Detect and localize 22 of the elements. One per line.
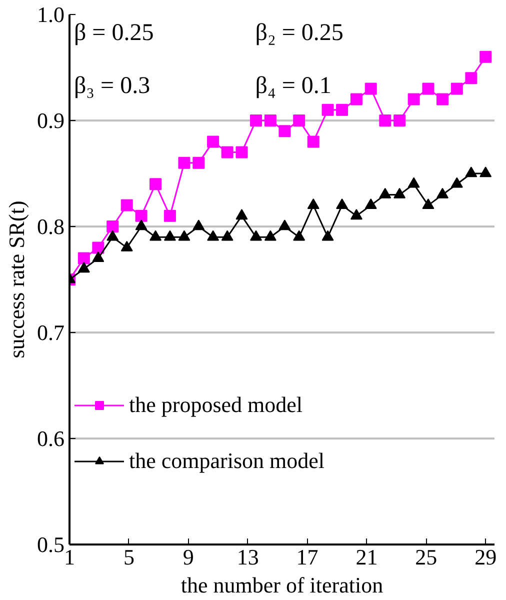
x-axis-title: the number of iteration xyxy=(180,572,384,598)
y-tick-label: 1.0 xyxy=(37,2,64,27)
legend-label: the proposed model xyxy=(129,392,303,418)
y-axis-title: success rate SR(t) xyxy=(4,200,29,358)
x-tick-label: 5 xyxy=(123,544,134,570)
legend-label: the comparison model xyxy=(129,448,325,474)
x-tick-label: 29 xyxy=(474,544,497,570)
y-tick-label: 0.5 xyxy=(37,532,64,557)
x-tick-label: 1 xyxy=(64,544,75,570)
y-tick-label: 0.7 xyxy=(37,320,64,345)
x-tick-label: 13 xyxy=(236,544,259,570)
x-tick-label: 21 xyxy=(356,544,378,570)
annotation: β = 0.25 xyxy=(74,20,154,46)
x-tick-label: 9 xyxy=(182,544,194,570)
x-tick-label: 17 xyxy=(296,544,318,570)
annotation: β₄ = 0.1 xyxy=(255,72,332,99)
annotation: β₂ = 0.25 xyxy=(255,20,344,46)
y-tick-label: 0.6 xyxy=(37,426,64,451)
y-tick-label: 0.8 xyxy=(37,214,64,239)
x-tick-label: 25 xyxy=(415,544,438,570)
annotation: β₃ = 0.3 xyxy=(74,72,150,99)
y-tick-label: 0.9 xyxy=(37,108,64,133)
